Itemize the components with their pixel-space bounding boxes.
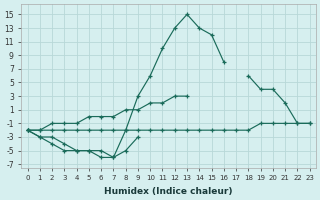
X-axis label: Humidex (Indice chaleur): Humidex (Indice chaleur) — [104, 187, 233, 196]
